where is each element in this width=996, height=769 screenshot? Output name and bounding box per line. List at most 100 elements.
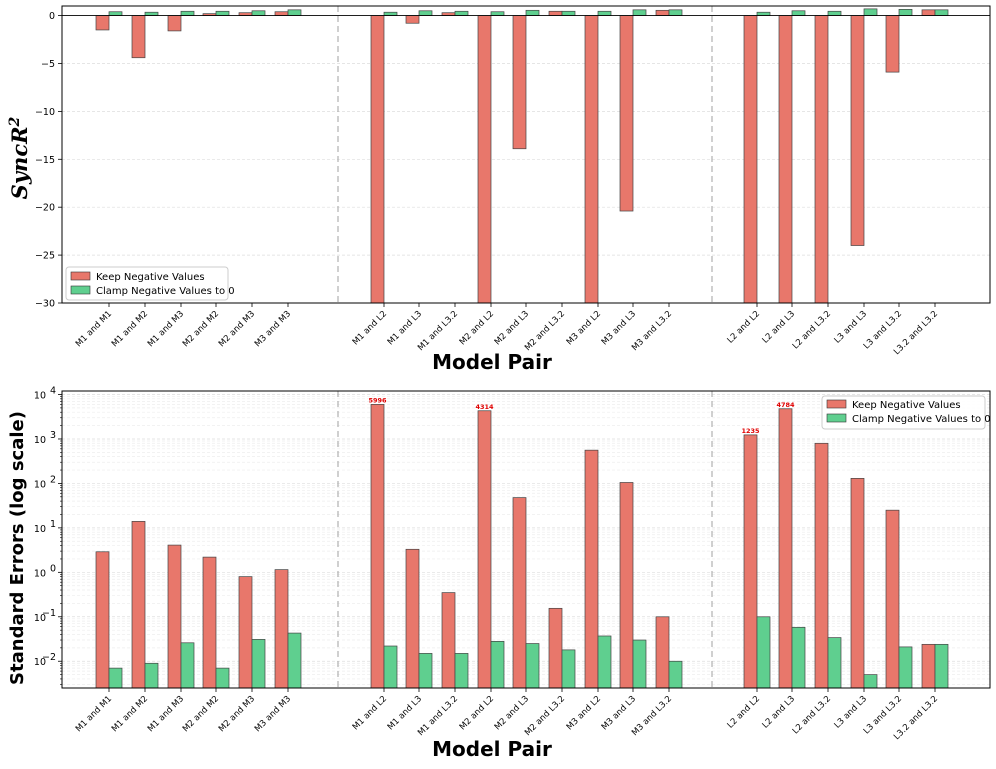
- bar-keep-l2-and-l3-2: [814, 442, 829, 689]
- y-tick-label: 10: [34, 524, 46, 535]
- bar-keep-m3-and-l3-2: [655, 9, 670, 16]
- bar-keep-m1-and-l2: [370, 404, 385, 689]
- legend-frame: [821, 395, 986, 430]
- bar-keep-m2-and-l2: [477, 15, 492, 304]
- x-axis-title: Model Pair: [432, 737, 552, 761]
- bar-keep-l3-and-l3: [850, 15, 865, 246]
- bar-keep-m2-and-m3: [238, 576, 253, 689]
- bar-clamp-m1-and-l3-2: [454, 653, 469, 689]
- x-tick-label-l2-and-l3-2: L2 and L3.2: [791, 309, 833, 351]
- x-tick-label-m2-and-m2: M2 and M2: [181, 309, 221, 349]
- bar-clamp-m2-and-m3: [251, 639, 266, 689]
- bar-clamp-m1-and-m2: [144, 11, 159, 16]
- bar-clamp-m1-and-m2: [144, 662, 159, 689]
- bar-clamp-l3-2-and-l3-2: [934, 9, 949, 16]
- y-tick-label: 0: [49, 11, 55, 22]
- bar-clamp-l2-and-l3: [791, 626, 806, 689]
- bar-clamp-m1-and-m1: [108, 667, 123, 689]
- x-tick-label-m2-and-l2: M2 and L2: [458, 694, 496, 732]
- bar-clamp-m1-and-l3-2: [454, 10, 469, 16]
- bar-clamp-m2-and-m2: [215, 667, 230, 689]
- legend-swatch-keep: [826, 399, 847, 409]
- y-tick-label: −5: [41, 59, 55, 70]
- bar-clamp-m2-and-l3-2: [561, 10, 576, 16]
- x-tick-label-l2-and-l3: L2 and L3: [761, 309, 798, 346]
- x-tick-label-l2-and-l2: L2 and L2: [726, 694, 763, 731]
- bar-clamp-m3-and-l3-2: [668, 660, 683, 689]
- x-tick-label-m2-and-m3: M2 and M3: [217, 309, 257, 349]
- bar-clamp-l3-2-and-l3-2: [934, 643, 949, 689]
- bar-keep-m1-and-m2: [131, 521, 146, 689]
- y-tick-exponent: −1: [42, 608, 56, 619]
- x-tick-label-m2-and-m3: M2 and M3: [217, 694, 257, 734]
- bar-annotations: 5996 4314 1235 4784: [368, 396, 795, 435]
- legend-label-keep: Keep Negative Values: [96, 272, 205, 283]
- x-tick-label-m1-and-m1: M1 and M1: [74, 309, 114, 349]
- x-tick-label-m2-and-l3: M2 and L3: [493, 694, 531, 732]
- x-tick-label-m1-and-m1: M1 and M1: [74, 694, 114, 734]
- x-tick-label-m1-and-m2: M1 and M2: [110, 309, 150, 349]
- bar-keep-m3-and-l3: [619, 15, 634, 212]
- y-tick-exponent: 0: [50, 563, 56, 574]
- legend-frame: [65, 266, 229, 301]
- bar-clamp-m1-and-m1: [108, 11, 123, 16]
- x-tick-label-m3-and-m3: M3 and M3: [253, 694, 293, 734]
- bar-keep-m1-and-l3-2: [441, 592, 456, 689]
- y-tick-exponent: −2: [42, 652, 56, 663]
- bar-clamp-l3-and-l3-2: [898, 646, 913, 689]
- x-tick-label-m2-and-m2: M2 and M2: [181, 694, 221, 734]
- bar-keep-m3-and-l2: [584, 15, 599, 304]
- bar-keep-l2-and-l3: [778, 15, 793, 304]
- x-tick-label-l2-and-l3-2: L2 and L3.2: [791, 694, 833, 736]
- bar-keep-l2-and-l3-2: [814, 15, 829, 304]
- bar-clamp-l3-and-l3: [863, 8, 878, 16]
- x-tick-label-m3-and-l3: M3 and L3: [600, 694, 638, 732]
- y-tick-label: 10: [34, 613, 46, 624]
- bar-keep-l3-and-l3-2: [885, 15, 900, 73]
- bar-clamp-l2-and-l2: [756, 11, 771, 16]
- x-tick-label-l2-and-l2: L2 and L2: [726, 309, 763, 346]
- bar-keep-l3-and-l3: [850, 478, 865, 689]
- legend-swatch-keep: [70, 271, 91, 281]
- bar-keep-m2-and-l3: [512, 497, 527, 689]
- x-tick-label-l2-and-l3: L2 and L3: [761, 694, 798, 731]
- annotation-l2-and-l3: 4784: [776, 401, 795, 409]
- legend-label-keep: Keep Negative Values: [852, 400, 961, 411]
- x-tick-label-m1-and-l2: M1 and L2: [351, 694, 389, 732]
- bar-keep-m3-and-m3: [274, 11, 289, 16]
- bar-clamp-m1-and-m3: [180, 10, 195, 16]
- x-tick-label-m1-and-l2: M1 and L2: [351, 309, 389, 347]
- bar-clamp-m3-and-l3: [632, 9, 647, 16]
- x-tick-label-m1-and-m3: M1 and M3: [146, 694, 186, 734]
- bar-clamp-l3-and-l3: [863, 674, 878, 689]
- bar-keep-m2-and-m2: [202, 556, 217, 689]
- y-tick-label: 10: [34, 479, 46, 490]
- x-tick-label-m1-and-m2: M1 and M2: [110, 694, 150, 734]
- bars: [95, 404, 949, 689]
- bar-keep-m3-and-l3: [619, 482, 634, 689]
- bar-clamp-m1-and-l3: [418, 653, 433, 689]
- x-tick-label-m3-and-l2: M3 and L2: [565, 694, 603, 732]
- annotation-l2-and-l2: 1235: [741, 427, 760, 435]
- bar-clamp-l2-and-l3: [791, 10, 806, 16]
- y-tick-label: −25: [35, 251, 55, 262]
- bar-keep-l3-2-and-l3-2: [921, 9, 936, 16]
- legend-swatch-clamp: [826, 413, 847, 423]
- x-axis-title: Model Pair: [432, 350, 552, 374]
- x-tick-label-m1-and-l3: M1 and L3: [386, 309, 424, 347]
- bars: [62, 8, 990, 304]
- bar-keep-m2-and-l3-2: [548, 607, 563, 689]
- annotation-m2-and-l2: 4314: [475, 403, 494, 411]
- x-tick-label-m2-and-l3: M2 and L3: [493, 309, 531, 347]
- y-tick-exponent: 1: [50, 519, 56, 530]
- x-tick-label-m3-and-l2: M3 and L2: [565, 309, 603, 347]
- bar-clamp-m1-and-l3: [418, 10, 433, 16]
- bar-keep-m2-and-l2: [477, 410, 492, 689]
- y-ticks: 0 −5 −10 −15 −20 −25 −30: [35, 11, 62, 310]
- bar-keep-m1-and-l3: [405, 15, 420, 24]
